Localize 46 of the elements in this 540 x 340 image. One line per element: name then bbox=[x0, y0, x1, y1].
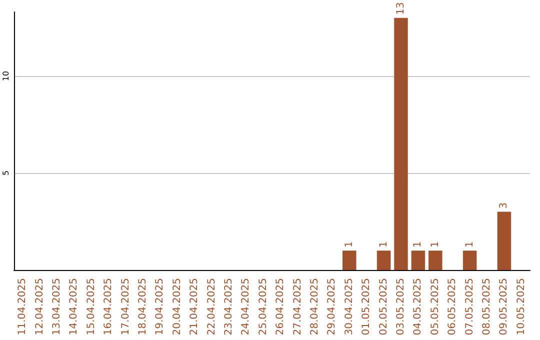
x-tick-label: 25.04.2025 bbox=[258, 278, 269, 336]
x-tick-label: 11.04.2025 bbox=[17, 278, 28, 336]
x-tick-label: 09.05.2025 bbox=[498, 278, 510, 336]
x-tick-label: 17.04.2025 bbox=[120, 278, 132, 336]
x-tick-label: 28.04.2025 bbox=[310, 278, 320, 336]
x-tick-label: 27.04.2025 bbox=[292, 278, 304, 336]
x-tick-label: 23.04.2025 bbox=[224, 278, 234, 336]
x-tick-label: 03.05.2025 bbox=[396, 278, 406, 336]
bar bbox=[428, 250, 442, 270]
x-tick-label: 10.05.2025 bbox=[516, 278, 527, 336]
x-tick-label: 13.04.2025 bbox=[52, 278, 62, 336]
x-tick-label: 18.04.2025 bbox=[138, 278, 148, 336]
x-tick-label: 26.04.2025 bbox=[275, 278, 286, 336]
x-tick-label: 15.04.2025 bbox=[86, 278, 97, 336]
x-tick-label: 21.04.2025 bbox=[189, 278, 200, 336]
data-label: 1 bbox=[430, 241, 441, 248]
data-label: 13 bbox=[396, 2, 406, 15]
x-tick-label: 24.04.2025 bbox=[240, 278, 252, 336]
x-tick-label: 06.05.2025 bbox=[447, 278, 458, 336]
x-tick-label: 29.04.2025 bbox=[326, 278, 338, 336]
x-tick-label: 16.04.2025 bbox=[103, 278, 114, 336]
bar bbox=[376, 250, 391, 270]
x-tick-label: 04.05.2025 bbox=[412, 278, 424, 336]
data-label: 1 bbox=[344, 241, 355, 248]
bar bbox=[497, 212, 512, 270]
x-tick-label: 01.05.2025 bbox=[361, 278, 372, 336]
y-tick-label: 10 bbox=[2, 70, 10, 82]
x-tick-label: 12.04.2025 bbox=[34, 278, 46, 336]
x-tick-label: 02.05.2025 bbox=[378, 278, 390, 336]
x-tick-label: 08.05.2025 bbox=[482, 278, 492, 336]
bar bbox=[342, 250, 356, 270]
x-tick-label: 07.05.2025 bbox=[464, 278, 476, 336]
data-label: 3 bbox=[498, 202, 510, 209]
data-label: 1 bbox=[464, 241, 476, 248]
bar bbox=[462, 250, 477, 270]
x-tick-label: 20.04.2025 bbox=[172, 278, 183, 336]
bar bbox=[394, 18, 408, 270]
x-tick-label: 19.04.2025 bbox=[154, 278, 166, 336]
x-tick-label: 22.04.2025 bbox=[206, 278, 218, 336]
x-tick-label: 30.04.2025 bbox=[344, 278, 355, 336]
data-label: 1 bbox=[412, 241, 424, 248]
x-tick-label: 14.04.2025 bbox=[68, 278, 80, 336]
y-tick-label: 5 bbox=[2, 170, 10, 176]
data-label: 1 bbox=[378, 241, 390, 248]
bar bbox=[411, 250, 426, 270]
x-tick-label: 05.05.2025 bbox=[430, 278, 441, 336]
